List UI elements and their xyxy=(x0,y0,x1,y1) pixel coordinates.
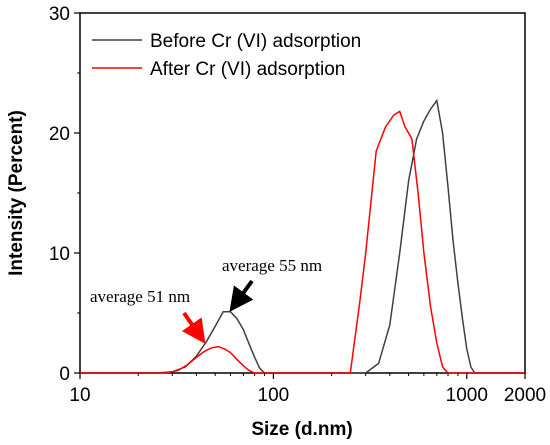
annotation-after-arrow xyxy=(181,311,206,344)
x-tick-label: 2000 xyxy=(504,385,546,406)
legend: Before Cr (VI) adsorption After Cr (VI) … xyxy=(92,31,361,80)
annotation-before-average: average 55 nm xyxy=(222,256,322,275)
series-line-before xyxy=(80,98,525,374)
x-tick-label: 100 xyxy=(258,385,290,406)
annotation-after-average: average 51 nm xyxy=(90,287,190,306)
x-tick-label: 10 xyxy=(69,385,90,406)
series-line-after xyxy=(80,110,525,374)
y-tick-label: 0 xyxy=(59,364,70,385)
legend-label-after: After Cr (VI) adsorption xyxy=(150,59,345,80)
y-tick-label: 30 xyxy=(49,4,70,25)
y-axis-title: Intensity (Percent) xyxy=(6,110,27,276)
annotations: average 51 nm average 55 nm xyxy=(90,256,322,344)
x-tick-label: 1000 xyxy=(446,385,488,406)
y-tick-label: 10 xyxy=(49,244,70,265)
legend-label-before: Before Cr (VI) adsorption xyxy=(150,31,361,52)
annotation-before-arrow xyxy=(229,279,254,312)
series-layer xyxy=(80,98,525,374)
y-tick-label: 20 xyxy=(49,124,70,145)
x-axis-title: Size (d.nm) xyxy=(251,419,352,440)
